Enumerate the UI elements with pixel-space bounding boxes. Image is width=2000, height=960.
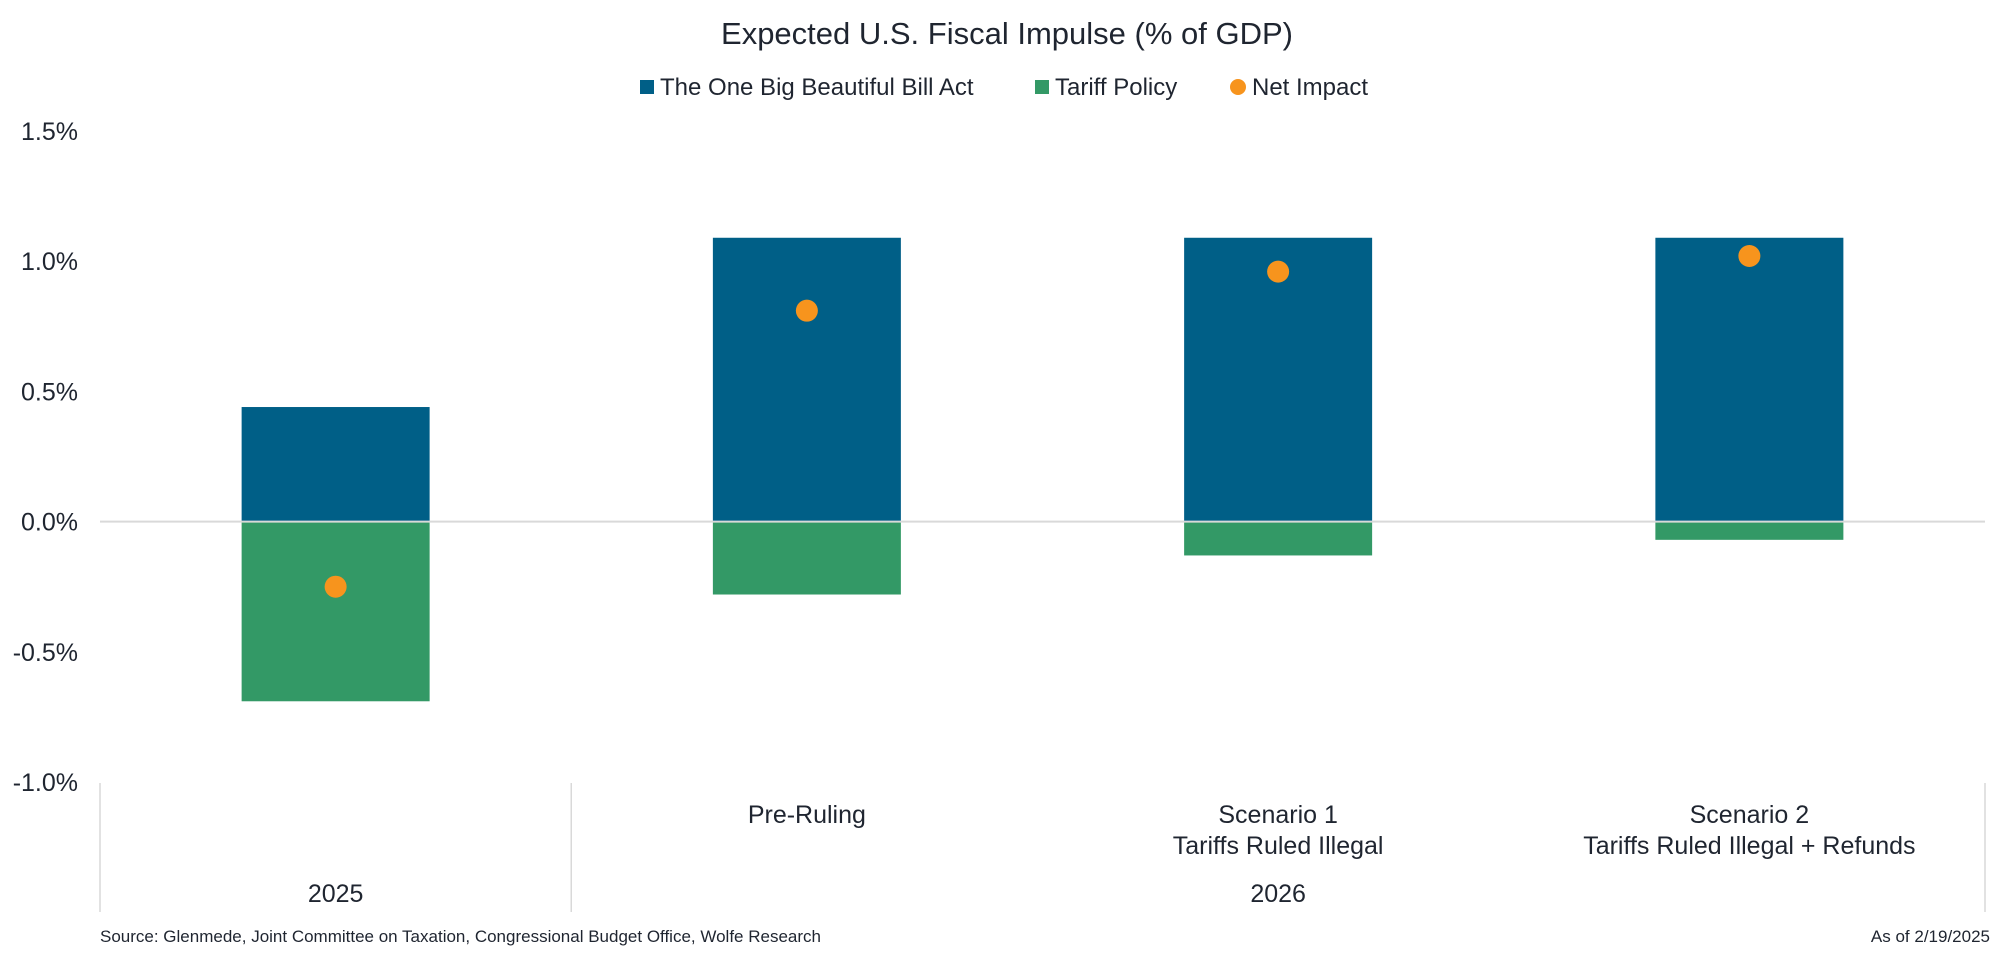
category-label: Tariffs Ruled Illegal [1173, 832, 1384, 860]
category-label: Pre-Ruling [748, 801, 866, 829]
bar-tariff [1655, 521, 1844, 540]
net-impact-point [795, 299, 818, 322]
source-note: Source: Glenmede, Joint Committee on Tax… [100, 927, 821, 946]
legend-swatch-tariff [1035, 80, 1049, 94]
legend-label-tariff: Tariff Policy [1055, 74, 1177, 101]
bar-tariff [1184, 521, 1373, 556]
y-tick-label: 0.5% [21, 378, 78, 406]
chart-title: Expected U.S. Fiscal Impulse (% of GDP) [721, 16, 1293, 51]
category-label: Scenario 2 [1690, 801, 1810, 829]
y-tick-label: -0.5% [13, 639, 78, 667]
y-tick-label: -1.0% [13, 769, 78, 797]
y-tick-label: 1.0% [21, 248, 78, 276]
net-impact-point [1738, 244, 1761, 267]
bar-obbba [1184, 237, 1373, 522]
y-tick-label: 0.0% [21, 509, 78, 537]
legend: The One Big Beautiful Bill Act Tariff Po… [640, 74, 1368, 101]
bar-tariff [712, 521, 901, 595]
group-label: 2026 [1250, 880, 1306, 908]
bar-tariff [241, 521, 430, 702]
bar-obbba [1655, 237, 1844, 522]
as-of-date: As of 2/19/2025 [1871, 927, 1990, 946]
net-impact-point [324, 575, 347, 598]
y-tick-label: 1.5% [21, 118, 78, 146]
legend-label-net-impact: Net Impact [1252, 74, 1368, 101]
legend-label-obbba: The One Big Beautiful Bill Act [660, 74, 974, 101]
legend-marker-net-impact [1230, 79, 1246, 95]
category-label: Scenario 1 [1218, 801, 1338, 829]
legend-swatch-obbba [640, 80, 654, 94]
bar-obbba [712, 237, 901, 522]
net-impact-point [1267, 260, 1290, 283]
bar-obbba [241, 407, 430, 522]
category-label: Tariffs Ruled Illegal + Refunds [1583, 832, 1915, 860]
group-label: 2025 [308, 880, 364, 908]
plot-area: 1.5% 1.0% 0.5% 0.0% -0.5% -1.0% Pre-Ruling Scen… [13, 118, 1986, 912]
